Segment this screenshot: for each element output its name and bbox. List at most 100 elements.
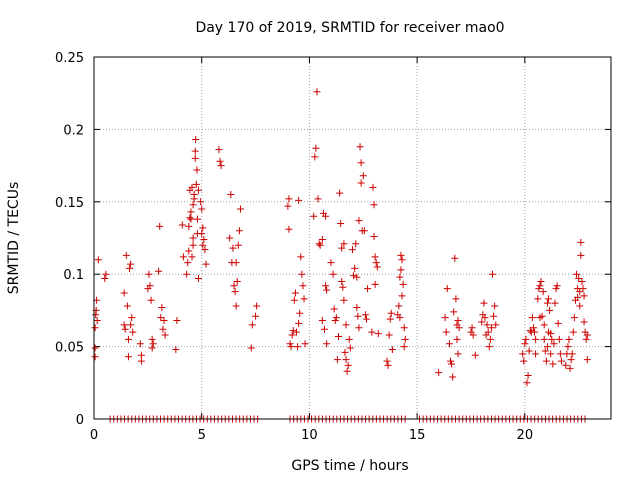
x-tick-label: 0: [90, 428, 98, 443]
data-point: [442, 328, 450, 336]
data-point: [342, 356, 350, 364]
data-point: [91, 353, 99, 361]
data-point: [576, 288, 584, 296]
data-point: [364, 285, 372, 293]
data-point: [570, 314, 578, 322]
data-point: [573, 270, 581, 278]
data-point: [201, 246, 209, 254]
data-point: [190, 191, 198, 199]
data-point: [387, 309, 395, 317]
data-point: [447, 357, 455, 365]
data-point: [127, 260, 135, 268]
data-point: [342, 321, 350, 329]
data-point: [192, 136, 200, 144]
data-point: [545, 295, 553, 303]
data-point: [487, 324, 495, 332]
data-point: [526, 327, 534, 335]
data-point: [489, 270, 497, 278]
data-point: [158, 304, 166, 312]
data-point: [361, 311, 369, 319]
data-point: [553, 282, 561, 290]
data-point: [550, 340, 558, 348]
data-point: [400, 324, 408, 332]
y-tick-label: 0.05: [55, 341, 84, 356]
data-point: [172, 345, 180, 353]
data-point: [399, 280, 407, 288]
data-point: [336, 189, 344, 197]
data-point: [327, 259, 335, 267]
data-point: [322, 212, 330, 220]
data-point: [285, 195, 293, 203]
data-point: [355, 217, 363, 225]
data-point: [333, 356, 341, 364]
data-point: [373, 263, 381, 271]
data-point: [350, 272, 358, 280]
data-point: [529, 324, 537, 332]
x-tick-label: 15: [409, 428, 426, 443]
data-point: [187, 215, 195, 223]
data-point: [354, 312, 362, 320]
plot-frame: [93, 56, 612, 420]
data-point: [546, 306, 554, 314]
data-point: [313, 88, 321, 96]
data-point: [340, 296, 348, 304]
data-point: [344, 361, 352, 369]
data-point: [148, 344, 156, 352]
data-point: [578, 277, 586, 285]
data-point: [543, 299, 551, 307]
data-point: [548, 335, 556, 343]
data-point: [383, 357, 391, 365]
data-point: [384, 361, 392, 369]
data-point: [226, 234, 234, 242]
data-point: [346, 344, 354, 352]
data-point: [189, 234, 197, 242]
data-point: [189, 241, 197, 249]
data-point: [532, 335, 540, 343]
data-point: [492, 321, 500, 329]
data-point: [340, 240, 348, 248]
data-point: [93, 317, 101, 325]
data-point: [189, 201, 197, 209]
data-point: [537, 277, 545, 285]
data-point: [357, 179, 365, 187]
data-point: [295, 196, 303, 204]
data-point: [155, 267, 163, 275]
data-point: [124, 335, 132, 343]
x-tick-label: 5: [198, 428, 206, 443]
data-point: [539, 288, 547, 296]
data-point: [582, 335, 590, 343]
data-point: [252, 312, 260, 320]
data-point: [371, 253, 379, 261]
data-point: [576, 302, 584, 310]
data-point: [186, 214, 194, 222]
data-point: [478, 318, 486, 326]
data-point: [552, 285, 560, 293]
x-axis-label: GPS time / hours: [291, 458, 408, 474]
data-point: [531, 328, 539, 336]
data-point: [580, 292, 588, 300]
data-point: [330, 305, 338, 313]
data-point: [568, 350, 576, 358]
data-point: [564, 343, 572, 351]
data-point: [148, 335, 156, 343]
data-point: [161, 331, 169, 339]
data-point: [542, 357, 550, 365]
data-point: [368, 328, 376, 336]
data-point: [355, 324, 363, 332]
y-axis-label: SRMTID / TECUs: [6, 182, 22, 295]
data-point: [285, 225, 293, 233]
data-point: [356, 143, 364, 151]
data-point: [554, 319, 562, 327]
data-point: [291, 289, 299, 297]
data-point: [232, 302, 240, 310]
data-point: [200, 235, 208, 243]
data-point: [288, 331, 296, 339]
data-point: [453, 335, 461, 343]
y-tick-label: 0.15: [55, 196, 84, 211]
data-point: [536, 282, 544, 290]
data-point: [292, 328, 300, 336]
data-point: [236, 205, 244, 213]
data-point: [145, 270, 153, 278]
data-point: [296, 309, 304, 317]
data-point: [443, 285, 451, 293]
